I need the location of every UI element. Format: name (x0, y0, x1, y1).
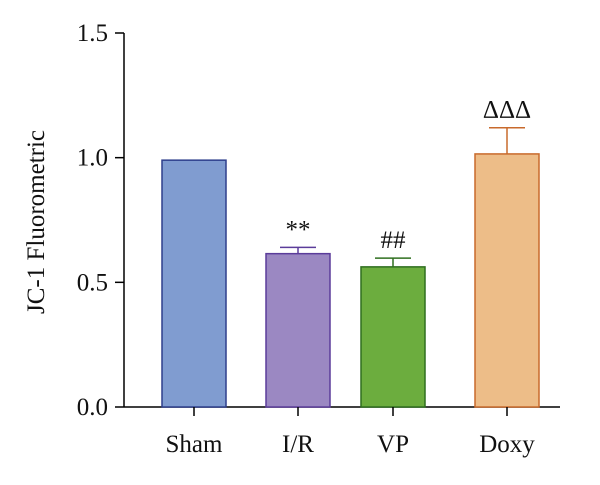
y-tick-label: 0.5 (77, 269, 108, 296)
x-tick-label: I/R (282, 431, 314, 458)
bar-sham (161, 159, 227, 408)
y-axis-label: JC-1 Fluorometric (23, 130, 50, 314)
x-tick-label: Doxy (479, 431, 535, 458)
significance-label: ** (286, 216, 311, 243)
y-tick-label: 0.0 (77, 394, 108, 421)
bar-vp (360, 266, 426, 408)
x-tick-label: Sham (166, 431, 224, 458)
bar-i-r (265, 252, 331, 408)
bar-doxy (474, 153, 540, 408)
significance-label: ## (381, 227, 407, 254)
y-tick-label: 1.0 (77, 145, 108, 172)
x-tick-label: VP (377, 431, 409, 458)
significance-label: ΔΔΔ (483, 97, 531, 124)
y-tick-label: 1.5 (77, 20, 108, 47)
